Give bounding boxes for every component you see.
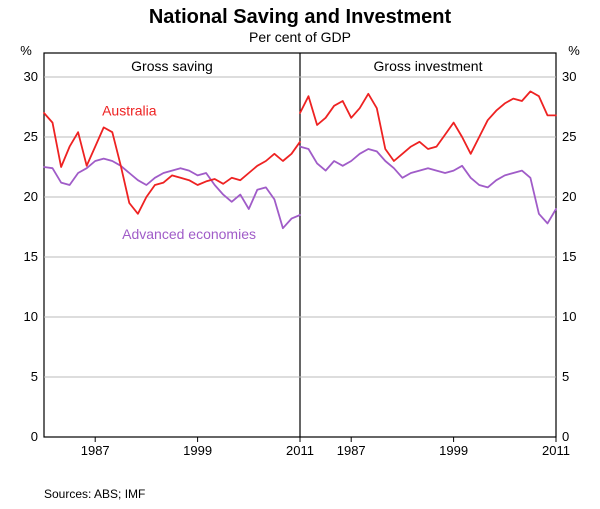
chart-sources: Sources: ABS; IMF (44, 487, 145, 501)
svg-text:Gross saving: Gross saving (131, 58, 213, 74)
chart-title: National Saving and Investment (0, 0, 600, 29)
svg-text:1999: 1999 (439, 443, 468, 458)
svg-text:5: 5 (562, 369, 569, 384)
svg-text:1987: 1987 (81, 443, 110, 458)
svg-text:%: % (20, 45, 32, 58)
svg-text:5: 5 (31, 369, 38, 384)
svg-text:25: 25 (24, 129, 38, 144)
svg-text:25: 25 (562, 129, 576, 144)
svg-text:10: 10 (24, 309, 38, 324)
svg-text:%: % (568, 45, 580, 58)
svg-text:Australia: Australia (102, 102, 157, 118)
svg-text:10: 10 (562, 309, 576, 324)
svg-text:2011: 2011 (542, 443, 570, 458)
chart-svg: 0 0 5 5 10 10 15 15 20 20 25 25 30 30%% Gross saving 19… (0, 45, 600, 475)
svg-text:15: 15 (24, 249, 38, 264)
chart-container: National Saving and Investment Per cent … (0, 0, 600, 509)
chart-subtitle: Per cent of GDP (0, 29, 600, 45)
svg-text:1999: 1999 (183, 443, 212, 458)
svg-text:20: 20 (24, 189, 38, 204)
svg-text:Advanced economies: Advanced economies (122, 226, 256, 242)
svg-text:30: 30 (24, 69, 38, 84)
svg-text:2011: 2011 (286, 443, 314, 458)
svg-text:15: 15 (562, 249, 576, 264)
svg-text:0: 0 (31, 429, 38, 444)
svg-text:30: 30 (562, 69, 576, 84)
svg-text:1987: 1987 (337, 443, 366, 458)
svg-text:20: 20 (562, 189, 576, 204)
svg-text:0: 0 (562, 429, 569, 444)
svg-text:Gross investment: Gross investment (374, 58, 483, 74)
